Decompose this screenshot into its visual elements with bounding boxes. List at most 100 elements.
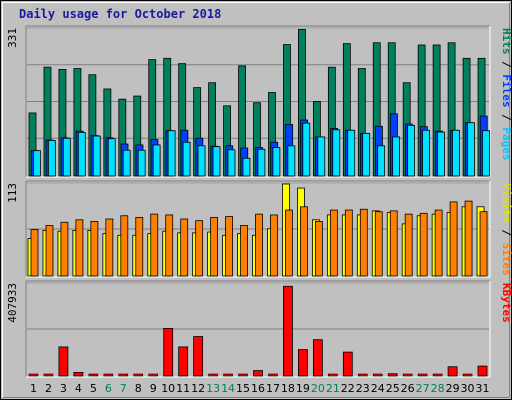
bar-kbytes-zero-day-21 <box>328 373 338 377</box>
bar-sites-day-3 <box>60 221 69 277</box>
x-tick-label-day-26: 26 <box>401 382 415 395</box>
bar-pages-day-18 <box>287 145 296 177</box>
x-tick-label-day-17: 17 <box>266 382 280 395</box>
bar-pages-day-25 <box>392 136 401 177</box>
y-max-label: 331 <box>6 28 19 48</box>
bar-sites-day-19 <box>300 206 308 277</box>
bar-pages-day-28 <box>437 131 445 177</box>
legend-kbytes: KBytes <box>500 283 512 323</box>
bar-sites-day-18 <box>285 209 293 277</box>
bar-sites-day-12 <box>195 220 204 277</box>
bar-pages-day-7 <box>122 149 131 177</box>
panel-visits-sites: 113 Visits / Sites <box>6 180 512 278</box>
x-tick-label-day-25: 25 <box>386 382 400 395</box>
bar-pages-day-22 <box>347 129 356 177</box>
bar-pages-day-31 <box>482 130 490 177</box>
bar-sites-day-26 <box>404 213 413 277</box>
bar-kbytes-day-31 <box>477 365 488 377</box>
bar-kbytes-zero-day-17 <box>268 373 278 377</box>
bar-pages-day-23 <box>362 132 371 177</box>
bar-kbytes-day-22 <box>342 351 353 377</box>
right-legend: Hits / Files / Pages <box>500 28 512 161</box>
bar-pages-day-9 <box>152 144 161 177</box>
bar-sites-day-30 <box>464 200 473 277</box>
bar-sites-day-1 <box>30 229 39 277</box>
x-tick-label-day-29: 29 <box>446 382 460 395</box>
bar-kbytes-day-19 <box>298 349 308 377</box>
x-tick-label-day-14: 14 <box>221 382 235 395</box>
panel-kbytes: 407933 KBytes <box>6 280 512 378</box>
bar-kbytes-zero-day-24 <box>372 373 383 377</box>
x-tick-label-day-7: 7 <box>120 382 127 395</box>
bar-kbytes-zero-day-1 <box>28 373 39 377</box>
bar-kbytes-zero-day-7 <box>118 373 129 377</box>
panel-hits-files-pages: 331 Hits / Files / Pages <box>6 25 512 178</box>
bar-kbytes-day-12 <box>193 336 204 377</box>
bar-kbytes-zero-day-14 <box>223 373 233 377</box>
x-tick-label-day-23: 23 <box>356 382 370 395</box>
legend-visits: Visits <box>500 183 512 223</box>
x-tick-label-day-31: 31 <box>476 382 490 395</box>
x-tick-label-day-13: 13 <box>206 382 220 395</box>
x-tick-label-day-18: 18 <box>281 382 295 395</box>
bar-kbytes-day-18 <box>283 285 293 377</box>
x-tick-label-day-4: 4 <box>75 382 82 395</box>
bar-kbytes-day-16 <box>253 370 263 377</box>
x-tick-label-day-15: 15 <box>236 382 250 395</box>
x-tick-label-day-20: 20 <box>311 382 325 395</box>
bar-sites-day-24 <box>374 211 383 277</box>
x-tick-label-day-22: 22 <box>341 382 355 395</box>
bar-pages-day-1 <box>33 150 41 177</box>
x-tick-label-day-30: 30 <box>461 382 475 395</box>
bar-sites-day-6 <box>105 218 114 277</box>
y-max-label: 113 <box>6 183 19 203</box>
bar-kbytes-day-20 <box>312 339 323 377</box>
bar-pages-day-27 <box>422 129 430 177</box>
x-tick-label-day-1: 1 <box>30 382 37 395</box>
x-tick-label-day-11: 11 <box>176 382 190 395</box>
bar-sites-day-20 <box>314 221 323 277</box>
bar-sites-day-13 <box>210 216 219 277</box>
bar-pages-day-2 <box>47 140 56 177</box>
x-tick-label-day-2: 2 <box>45 382 52 395</box>
bar-sites-day-4 <box>75 219 84 277</box>
bar-kbytes-zero-day-23 <box>357 373 368 377</box>
x-tick-label-day-5: 5 <box>90 382 97 395</box>
bar-kbytes-zero-day-9 <box>148 373 159 377</box>
bar-pages-day-12 <box>197 145 206 177</box>
x-tick-label-day-28: 28 <box>431 382 445 395</box>
bar-kbytes-day-3 <box>58 346 69 377</box>
bar-pages-day-6 <box>107 138 116 177</box>
bar-sites-day-8 <box>135 216 144 277</box>
bar-sites-day-2 <box>45 225 54 277</box>
x-tick-label-day-24: 24 <box>371 382 385 395</box>
bar-pages-day-5 <box>92 135 101 177</box>
bar-kbytes-zero-day-2 <box>43 373 54 377</box>
bar-kbytes-day-4 <box>73 371 84 377</box>
bar-sites-day-5 <box>90 221 99 277</box>
bar-kbytes-zero-day-27 <box>417 373 428 377</box>
bar-kbytes-zero-day-13 <box>208 373 218 377</box>
bar-sites-day-16 <box>255 213 263 277</box>
bar-pages-day-24 <box>377 145 386 177</box>
bar-kbytes-zero-day-15 <box>238 373 248 377</box>
legend-pages: Pages <box>500 127 512 160</box>
bar-kbytes-day-25 <box>387 373 398 377</box>
bar-kbytes-day-11 <box>178 346 189 377</box>
bar-pages-day-30 <box>467 122 475 177</box>
bar-sites-day-7 <box>120 215 129 277</box>
bar-sites-day-15 <box>240 225 248 277</box>
bar-pages-day-29 <box>452 129 460 177</box>
bar-sites-day-25 <box>389 210 398 277</box>
bar-pages-day-13 <box>212 146 221 177</box>
x-tick-label-day-8: 8 <box>135 382 142 395</box>
bar-sites-day-31 <box>479 211 488 277</box>
x-tick-label-day-21: 21 <box>326 382 340 395</box>
legend-separator: / <box>500 55 512 75</box>
bar-sites-day-22 <box>344 209 353 277</box>
bar-sites-day-29 <box>449 201 458 277</box>
bar-pages-day-20 <box>317 136 326 177</box>
legend-hits: Hits <box>500 28 512 55</box>
bar-sites-day-10 <box>165 214 174 277</box>
